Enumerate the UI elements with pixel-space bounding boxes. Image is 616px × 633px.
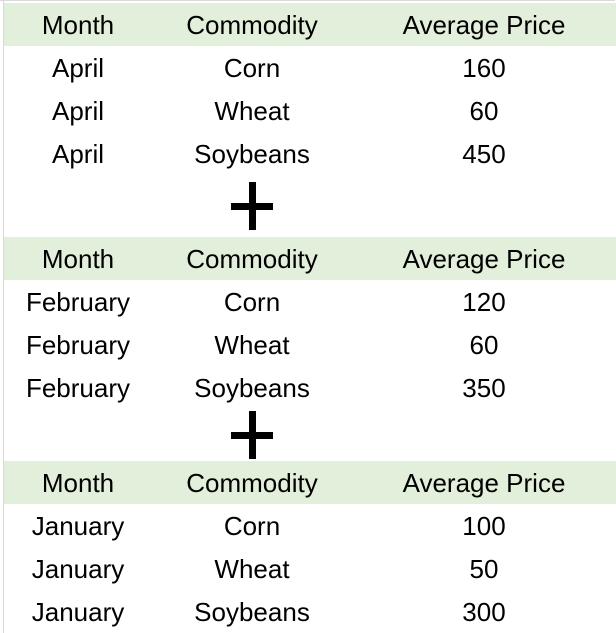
cell-average-price: 160 <box>462 52 506 83</box>
header-cell-average-price: Average Price <box>402 467 566 498</box>
plus-divider <box>4 175 616 237</box>
cell-average-price: 300 <box>462 596 506 627</box>
cell-month: February <box>25 329 131 360</box>
cell-commodity: Soybeans <box>194 372 310 403</box>
cell-month: January <box>31 553 125 584</box>
table-january: Month Commodity Average Price January Co… <box>4 461 616 633</box>
cell-month: February <box>25 286 131 317</box>
cell-month: April <box>51 52 104 83</box>
cell-month: January <box>31 510 125 541</box>
table-row: January Soybeans 300 <box>4 590 616 633</box>
table-row: April Soybeans 450 <box>4 132 616 175</box>
cell-month: January <box>31 596 125 627</box>
header-cell-month: Month <box>41 9 115 40</box>
table-row: April Wheat 60 <box>4 89 616 132</box>
plus-icon <box>231 411 273 459</box>
header-cell-average-price: Average Price <box>402 243 566 274</box>
cell-month: April <box>51 95 104 126</box>
table-row: February Soybeans 350 <box>4 366 616 409</box>
cell-commodity: Wheat <box>214 329 290 360</box>
table-april: Month Commodity Average Price April Corn… <box>4 3 616 175</box>
cell-average-price: 450 <box>462 138 506 169</box>
cell-average-price: 50 <box>469 553 499 584</box>
cell-average-price: 60 <box>469 329 499 360</box>
cell-average-price: 120 <box>462 286 506 317</box>
cell-average-price: 100 <box>462 510 506 541</box>
plus-divider <box>4 409 616 461</box>
cell-commodity: Soybeans <box>194 138 310 169</box>
cell-commodity: Wheat <box>214 95 290 126</box>
table-row: February Corn 120 <box>4 280 616 323</box>
cell-month: April <box>51 138 104 169</box>
cell-commodity: Wheat <box>214 553 290 584</box>
cell-average-price: 350 <box>462 372 506 403</box>
header-cell-commodity: Commodity <box>186 467 318 498</box>
cell-commodity: Corn <box>223 52 281 83</box>
header-cell-commodity: Commodity <box>186 243 318 274</box>
table-header-row: Month Commodity Average Price <box>4 461 616 504</box>
cell-commodity: Corn <box>223 510 281 541</box>
header-cell-month: Month <box>41 467 115 498</box>
table-row: February Wheat 60 <box>4 323 616 366</box>
table-row: January Corn 100 <box>4 504 616 547</box>
table-february: Month Commodity Average Price February C… <box>4 237 616 409</box>
plus-icon <box>231 182 273 230</box>
table-row: January Wheat 50 <box>4 547 616 590</box>
header-cell-average-price: Average Price <box>402 9 566 40</box>
table-row: April Corn 160 <box>4 46 616 89</box>
table-header-row: Month Commodity Average Price <box>4 237 616 280</box>
cell-commodity: Corn <box>223 286 281 317</box>
cell-month: February <box>25 372 131 403</box>
table-header-row: Month Commodity Average Price <box>4 3 616 46</box>
cell-commodity: Soybeans <box>194 596 310 627</box>
header-cell-commodity: Commodity <box>186 9 318 40</box>
figure-content: Month Commodity Average Price April Corn… <box>3 1 616 633</box>
header-cell-month: Month <box>41 243 115 274</box>
cell-average-price: 60 <box>469 95 499 126</box>
